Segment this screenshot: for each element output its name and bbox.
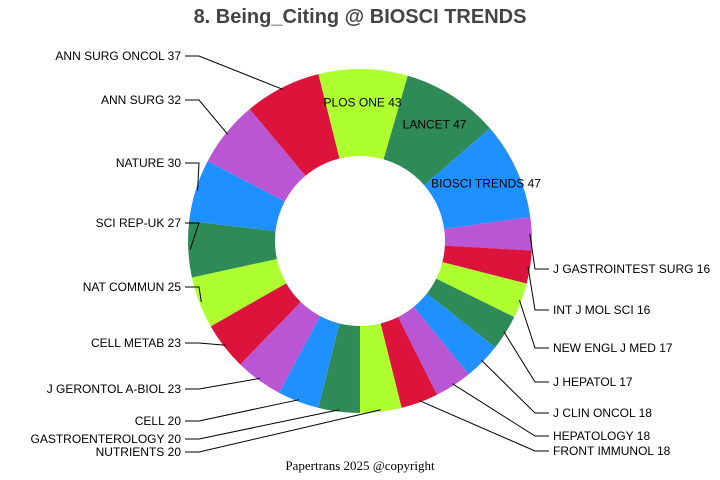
leader-line: [185, 162, 200, 191]
leader-line: [452, 383, 549, 437]
leader-line: [480, 359, 549, 414]
slice-int-j-mol-sci: [442, 245, 532, 284]
slice-label: LANCET 47: [403, 117, 467, 131]
slice-gastroenterology: [318, 323, 360, 413]
slice-cell: [279, 316, 340, 408]
chart-title: 8. Being_Citing @ BIOSCI TRENDS: [193, 6, 527, 28]
slice-label: NEW ENGL J MED 17: [553, 341, 673, 355]
slice-new-engl-j-med: [436, 262, 527, 318]
leader-line: [185, 342, 226, 346]
leader-line: [518, 299, 549, 349]
slice-label: NATURE 30: [116, 156, 181, 170]
slice-nat-commun: [191, 259, 287, 327]
leader-line: [503, 331, 549, 383]
donut-slices: [188, 69, 532, 413]
slice-sci-rep-uk: [188, 221, 277, 278]
slice-label: GASTROENTEROLOGY 20: [31, 432, 182, 446]
slice-label: FRONT IMMUNOL 18: [553, 444, 671, 458]
slice-label: SCI REP-UK 27: [96, 216, 182, 230]
slice-nutrients: [359, 323, 402, 413]
leader-line: [185, 55, 284, 90]
copyright-footer: Papertrans 2025 @copyright: [285, 458, 435, 473]
slice-ann-surg-oncol: [249, 74, 340, 176]
leader-line: [418, 399, 549, 452]
slice-label: CELL METAB 23: [91, 336, 181, 350]
slice-label: NAT COMMUN 25: [83, 280, 182, 294]
slice-j-clin-oncol: [413, 293, 496, 375]
leader-line: [185, 377, 260, 390]
leader-line: [529, 233, 549, 270]
slice-label: BIOSCI TRENDS 47: [431, 177, 541, 191]
slice-front-immunol: [380, 316, 438, 408]
slice-label: J GASTROINTEST SURG 16: [553, 262, 710, 276]
slice-label: J HEPATOL 17: [553, 375, 633, 389]
leader-line: [527, 266, 549, 311]
slice-label: J GERONTOL A-BIOL 23: [47, 382, 182, 396]
leader-line: [185, 409, 381, 453]
leader-line: [185, 399, 300, 422]
slice-lancet: [383, 75, 490, 186]
leader-line: [185, 99, 229, 135]
slice-label: ANN SURG 32: [101, 93, 181, 107]
leader-line: [185, 409, 340, 440]
slice-label: CELL 20: [135, 414, 182, 428]
slice-label: J CLIN ONCOL 18: [553, 406, 652, 420]
slice-j-gastrointest-surg: [444, 216, 532, 251]
slice-ann-surg: [207, 109, 306, 202]
slice-nature: [189, 161, 285, 232]
slice-plos-one: [318, 69, 408, 160]
slice-hepatology: [398, 306, 469, 395]
slice-label: INT J MOL SCI 16: [553, 303, 651, 317]
slice-label: ANN SURG ONCOL 37: [55, 49, 181, 63]
slice-cell-metab: [210, 283, 301, 365]
slice-j-gerontol-a-biol: [240, 302, 321, 393]
leader-line: [185, 286, 202, 303]
slice-label: NUTRIENTS 20: [96, 445, 182, 459]
slice-label: HEPATOLOGY 18: [553, 429, 650, 443]
leader-lines: [185, 55, 549, 453]
slice-biosci-trends: [424, 128, 531, 230]
slice-j-hepatol: [426, 278, 515, 348]
slice-label: PLOS ONE 43: [324, 96, 402, 110]
leader-line: [185, 222, 200, 250]
